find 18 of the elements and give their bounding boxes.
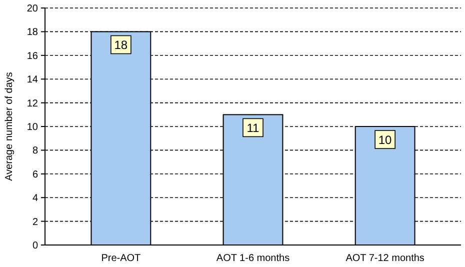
y-axis-title: Average number of days bbox=[4, 72, 15, 181]
y-tick-label: 6 bbox=[32, 169, 38, 180]
y-tick-label: 20 bbox=[26, 4, 38, 14]
x-tick-label: Pre-AOT bbox=[101, 253, 141, 264]
x-tick-label: AOT 7-12 months bbox=[346, 253, 424, 264]
y-tick-label: 18 bbox=[26, 27, 38, 38]
x-tick-label: AOT 1-6 months bbox=[216, 253, 290, 264]
data-label: 10 bbox=[378, 133, 392, 147]
y-tick-label: 10 bbox=[26, 122, 38, 133]
y-tick-label: 12 bbox=[26, 98, 38, 110]
y-tick-label: 16 bbox=[26, 50, 38, 62]
y-tick-label: 14 bbox=[26, 74, 38, 86]
y-tick-label: 4 bbox=[32, 193, 38, 204]
y-tick-label: 8 bbox=[32, 146, 38, 157]
data-label: 18 bbox=[114, 38, 128, 52]
y-tick-label: 2 bbox=[32, 216, 38, 228]
data-label: 11 bbox=[246, 121, 260, 136]
y-tick-label: 0 bbox=[32, 240, 38, 252]
